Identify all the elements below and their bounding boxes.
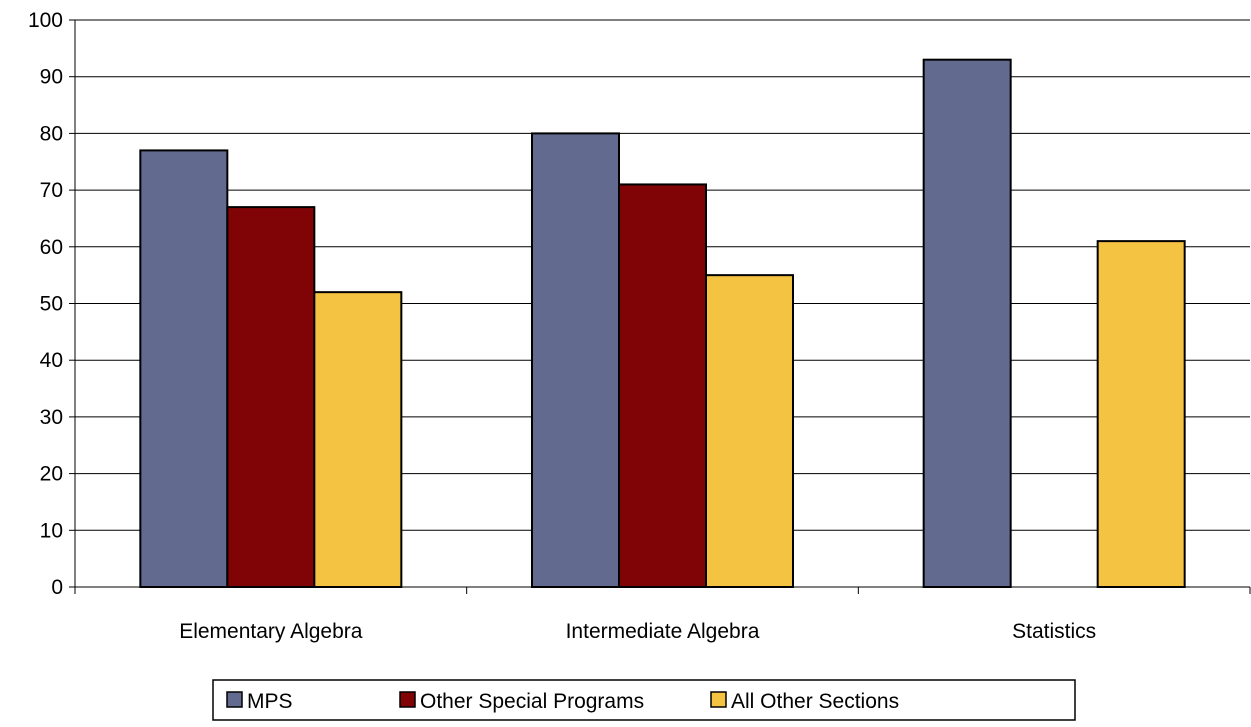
- y-tick-label: 100: [28, 9, 63, 32]
- bar-mps: [139, 149, 229, 588]
- bar-mps: [531, 132, 620, 588]
- bar-other-special-programs: [226, 206, 316, 589]
- y-tick-label: 70: [40, 179, 63, 202]
- y-tick-labels: 0 10 20 30 40 50 60 70 80 90 100: [28, 9, 63, 599]
- legend-label: All Other Sections: [731, 690, 899, 713]
- y-tick-label: 90: [40, 66, 63, 89]
- y-tick-label: 50: [40, 293, 63, 316]
- bar-other-special-programs: [618, 183, 707, 588]
- legend-label: Other Special Programs: [420, 690, 644, 713]
- y-tick-label: 40: [40, 349, 63, 372]
- y-tick-label: 0: [51, 576, 63, 599]
- legend-label: MPS: [247, 690, 293, 713]
- x-tick-label: Elementary Algebra: [179, 620, 363, 643]
- x-tick-labels: Elementary Algebra Intermediate Algebra St…: [179, 620, 1096, 643]
- legend-swatch: [399, 691, 416, 708]
- legend: MPS Other Special Programs All Other Secti…: [212, 679, 1076, 721]
- x-tick-label: Intermediate Algebra: [566, 620, 760, 643]
- bar-mps: [922, 58, 1012, 588]
- y-tick-label: 20: [40, 463, 63, 486]
- bars: [139, 58, 1186, 589]
- y-tick-label: 80: [40, 122, 63, 145]
- y-tick-label: 30: [40, 406, 63, 429]
- y-tick-label: 10: [40, 519, 63, 542]
- x-tick-label: Statistics: [1012, 620, 1096, 643]
- legend-swatch: [710, 691, 727, 708]
- y-tick-label: 60: [40, 236, 63, 259]
- legend-swatch: [226, 691, 243, 708]
- legend-box: [212, 679, 1076, 721]
- bar-all-other-sections: [313, 291, 403, 588]
- bar-all-other-sections: [705, 274, 794, 588]
- axes: [69, 19, 1251, 594]
- bar-all-other-sections: [1096, 240, 1186, 588]
